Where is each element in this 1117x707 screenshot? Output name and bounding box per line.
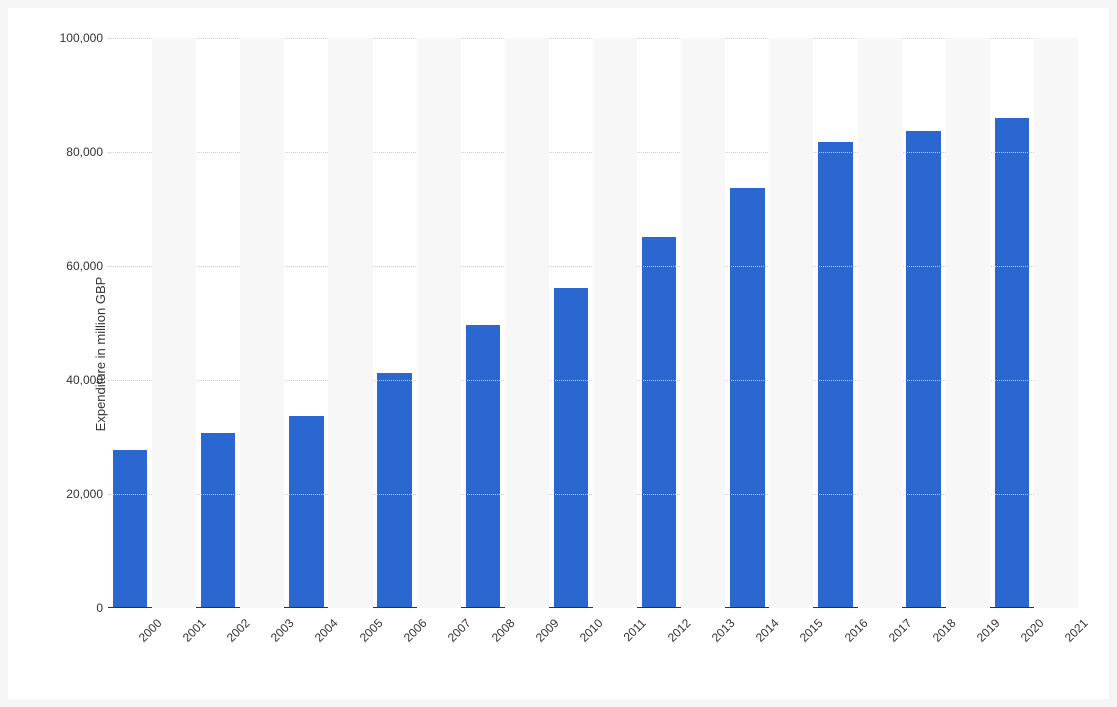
y-axis-label: Expenditure in million GBP: [93, 276, 108, 431]
x-tick-label: 2019: [974, 616, 1003, 645]
plot-band: [1034, 38, 1078, 608]
plot-band: [417, 38, 461, 608]
bar[interactable]: [466, 325, 500, 607]
x-tick-label: 2001: [180, 616, 209, 645]
x-tick-label: 2003: [268, 616, 297, 645]
plot-band: [505, 38, 549, 608]
x-tick-label: 2010: [577, 616, 606, 645]
x-tick-label: 2009: [533, 616, 562, 645]
bar[interactable]: [113, 450, 147, 607]
x-tick-label: 2018: [929, 616, 958, 645]
y-tick-label: 80,000: [66, 145, 103, 159]
x-tick-label: 2012: [665, 616, 694, 645]
bar[interactable]: [642, 237, 676, 608]
chart-container: Expenditure in million GBP 0 20,000 40,000…: [8, 8, 1109, 699]
plot-band: [681, 38, 725, 608]
bar[interactable]: [289, 416, 323, 607]
x-tick-label: 2021: [1062, 616, 1091, 645]
x-tick-label: 2008: [489, 616, 518, 645]
x-tick-label: 2006: [400, 616, 429, 645]
bar[interactable]: [730, 188, 764, 607]
plot-band: [593, 38, 637, 608]
plot-band: [769, 38, 813, 608]
y-tick-label: 20,000: [66, 487, 103, 501]
bar[interactable]: [995, 118, 1029, 607]
plot-band: [152, 38, 196, 608]
bar[interactable]: [554, 288, 588, 607]
y-tick-label: 40,000: [66, 373, 103, 387]
x-tick-label: 2005: [356, 616, 385, 645]
x-tick-label: 2014: [753, 616, 782, 645]
x-tick-label: 2017: [885, 616, 914, 645]
x-tick-label: 2011: [621, 616, 649, 644]
bar[interactable]: [818, 142, 852, 607]
x-tick-label: 2015: [797, 616, 826, 645]
x-tick-label: 2004: [312, 616, 341, 645]
plot-band: [946, 38, 990, 608]
bar[interactable]: [201, 433, 235, 607]
x-tick-label: 2020: [1018, 616, 1047, 645]
x-tick-label: 2007: [444, 616, 473, 645]
bar[interactable]: [906, 131, 940, 607]
plot-band: [858, 38, 902, 608]
x-tick-label: 2000: [136, 616, 165, 645]
bar[interactable]: [377, 373, 411, 607]
x-tick-label: 2013: [709, 616, 738, 645]
x-tick-label: 2002: [224, 616, 253, 645]
y-tick-label: 60,000: [66, 259, 103, 273]
plot-band: [240, 38, 284, 608]
y-tick-label: 0: [96, 601, 103, 615]
y-tick-label: 100,000: [60, 31, 103, 45]
x-tick-label: 2016: [841, 616, 870, 645]
plot-band: [328, 38, 372, 608]
